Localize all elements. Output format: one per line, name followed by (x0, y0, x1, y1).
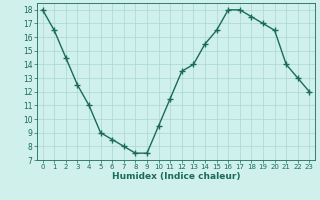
X-axis label: Humidex (Indice chaleur): Humidex (Indice chaleur) (112, 172, 240, 181)
